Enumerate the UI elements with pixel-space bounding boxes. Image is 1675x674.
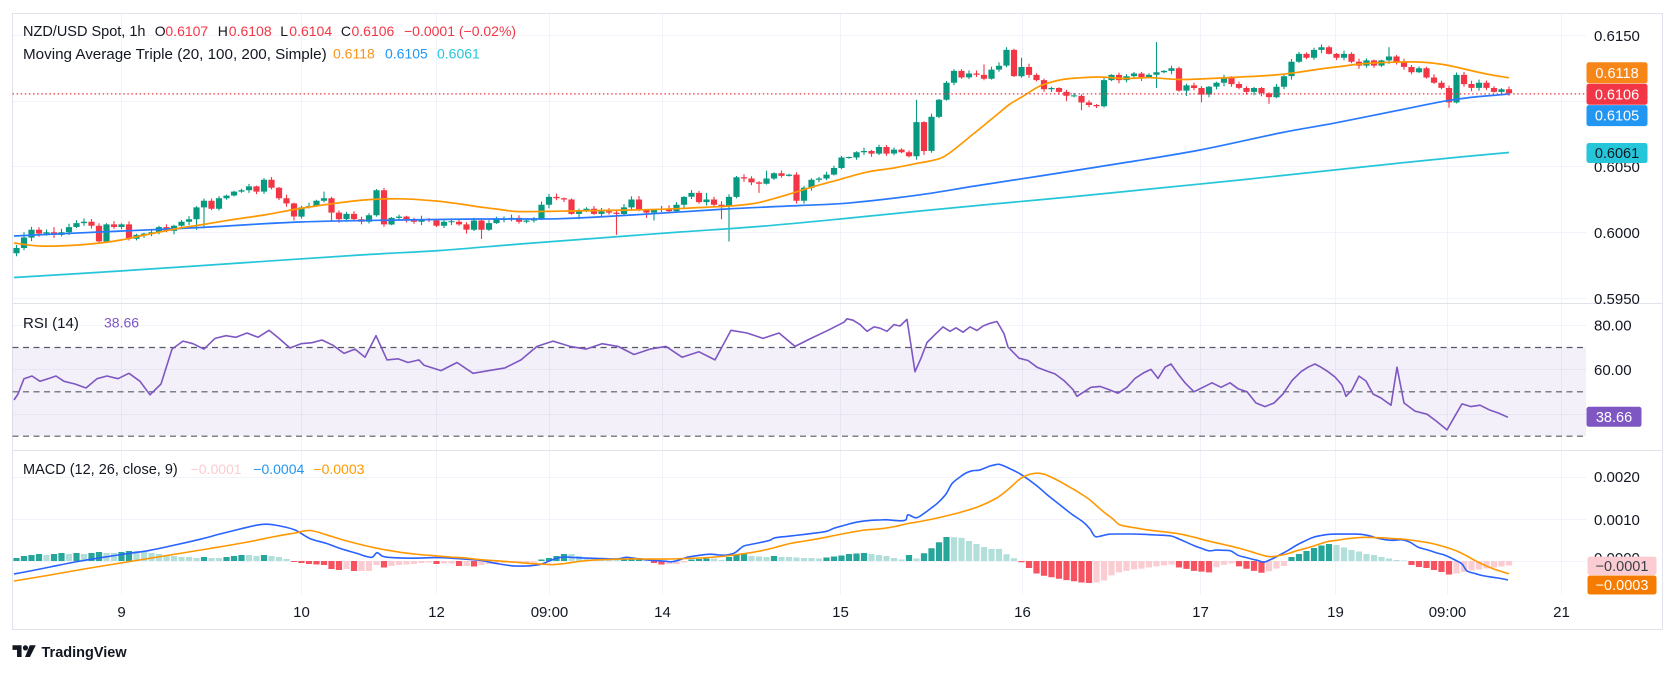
svg-text:9: 9 (117, 604, 125, 621)
svg-text:10: 10 (293, 604, 310, 621)
svg-text:19: 19 (1327, 604, 1344, 621)
svg-text:−0.0001: −0.0001 (1596, 559, 1649, 575)
svg-text:NZD/USD Spot, 1h: NZD/USD Spot, 1h (23, 24, 146, 40)
svg-text:H: H (218, 23, 228, 39)
svg-text:0.6105: 0.6105 (1595, 109, 1639, 125)
svg-text:C: C (341, 23, 351, 39)
svg-text:12: 12 (428, 604, 445, 621)
svg-text:17: 17 (1192, 604, 1209, 621)
svg-text:38.66: 38.66 (104, 314, 139, 330)
svg-text:0.6105: 0.6105 (385, 45, 428, 61)
svg-text:0.6061: 0.6061 (1595, 146, 1639, 162)
svg-text:L: L (280, 23, 288, 39)
svg-text:14: 14 (654, 604, 671, 621)
svg-text:0.0020: 0.0020 (1594, 469, 1640, 486)
svg-text:Moving Average Triple (20, 100: Moving Average Triple (20, 100, 200, Sim… (23, 46, 327, 63)
svg-text:09:00: 09:00 (531, 604, 569, 621)
svg-text:−0.0003: −0.0003 (313, 461, 364, 477)
svg-text:TradingView: TradingView (42, 645, 128, 661)
svg-text:0.6106: 0.6106 (352, 23, 395, 39)
svg-text:0.6061: 0.6061 (437, 45, 480, 61)
svg-text:09:00: 09:00 (1429, 604, 1467, 621)
svg-text:MACD (12, 26, close, 9): MACD (12, 26, close, 9) (23, 462, 178, 478)
svg-text:0.6050: 0.6050 (1594, 159, 1640, 176)
svg-text:−0.0003: −0.0003 (1596, 578, 1649, 594)
svg-text:60.00: 60.00 (1594, 362, 1632, 379)
svg-text:0.6104: 0.6104 (289, 23, 332, 39)
svg-text:80.00: 80.00 (1594, 318, 1632, 335)
svg-text:−0.0001: −0.0001 (191, 461, 242, 477)
svg-text:0.6108: 0.6108 (229, 23, 272, 39)
svg-text:21: 21 (1553, 604, 1570, 621)
svg-text:0.6150: 0.6150 (1594, 28, 1640, 45)
svg-text:0.0010: 0.0010 (1594, 512, 1640, 529)
svg-text:−0.0001 (−0.02%): −0.0001 (−0.02%) (404, 23, 516, 39)
svg-text:16: 16 (1014, 604, 1031, 621)
svg-text:0.6106: 0.6106 (1595, 87, 1639, 103)
svg-text:0.6000: 0.6000 (1594, 225, 1640, 242)
svg-text:−0.0004: −0.0004 (253, 461, 304, 477)
svg-text:0.6107: 0.6107 (165, 23, 208, 39)
svg-text:RSI (14): RSI (14) (23, 315, 79, 332)
svg-text:15: 15 (832, 604, 849, 621)
svg-text:O: O (155, 23, 166, 39)
svg-text:0.5950: 0.5950 (1594, 291, 1640, 308)
svg-text:0.6118: 0.6118 (1595, 66, 1638, 82)
svg-text:0.6118: 0.6118 (333, 45, 375, 61)
svg-text:38.66: 38.66 (1596, 410, 1632, 426)
